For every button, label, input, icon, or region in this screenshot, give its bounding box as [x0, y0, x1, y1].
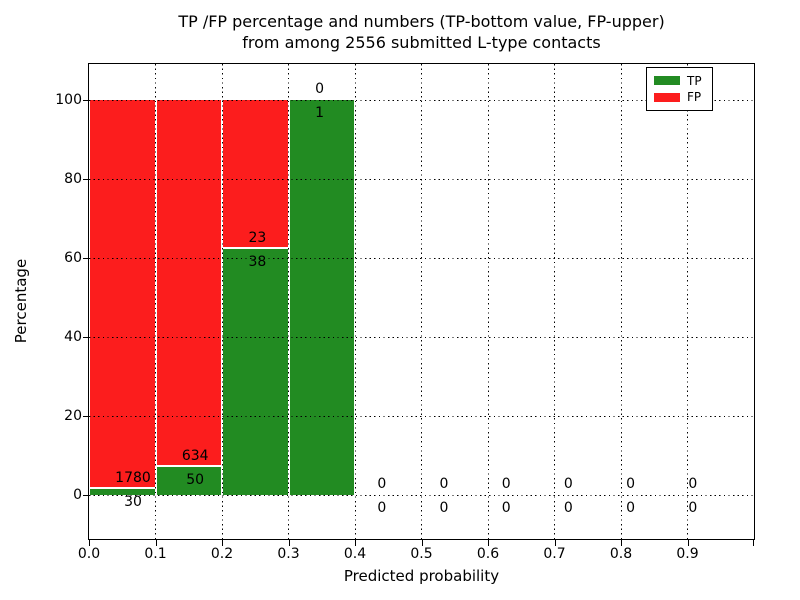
- tp-count-label: 50: [186, 471, 205, 488]
- fp-count-label: 0: [439, 476, 449, 493]
- x-tick-mark: [155, 540, 157, 546]
- tp-count-label: 30: [124, 493, 142, 510]
- horizontal-gridline: [89, 416, 754, 418]
- horizontal-gridline: [89, 99, 754, 101]
- x-tick-mark: [222, 540, 223, 546]
- vertical-gridline: [155, 64, 156, 539]
- x-tick-label: 0.6: [476, 546, 500, 562]
- fp-count-label: 0: [315, 80, 325, 97]
- horizontal-gridline: [89, 178, 754, 180]
- vertical-gridline: [687, 64, 688, 539]
- x-tick-label: 0.4: [343, 546, 367, 562]
- fp-legend-label: FP: [687, 90, 702, 105]
- fp-count-label: 0: [501, 476, 511, 493]
- fp-bar-segment: [223, 99, 288, 247]
- chart-title-line1: TP /FP percentage and numbers (TP-bottom…: [178, 12, 665, 31]
- y-tick-label: 40: [64, 329, 82, 346]
- y-tick-mark: [83, 99, 88, 101]
- y-tick-label: 20: [64, 408, 82, 425]
- x-tick-label: 0.1: [144, 546, 167, 562]
- vertical-gridline: [421, 64, 422, 539]
- chart-title: TP /FP percentage and numbers (TP-bottom…: [88, 11, 755, 53]
- x-tick-label: 0.7: [543, 546, 566, 562]
- x-tick-mark: [554, 540, 556, 546]
- x-tick-label: 0.3: [277, 546, 300, 562]
- chart-title-line2: from among 2556 submitted L-type contact…: [242, 33, 601, 52]
- tp-count-label: 38: [248, 253, 267, 270]
- x-tick-mark: [621, 540, 622, 546]
- fp-count-label: 0: [563, 476, 573, 493]
- y-tick-mark: [83, 178, 88, 180]
- vertical-gridline: [554, 64, 555, 539]
- x-axis-label: Predicted probability: [343, 567, 500, 585]
- x-tick-mark: [355, 540, 356, 546]
- fp-count-label: 0: [688, 476, 698, 493]
- fp-count-label: 634: [181, 447, 209, 464]
- x-tick-mark: [488, 540, 489, 546]
- y-tick-mark: [83, 495, 88, 497]
- legend: TP FP: [646, 67, 713, 111]
- legend-item-fp: FP: [654, 91, 712, 103]
- x-tick-label: 0.2: [210, 546, 234, 562]
- vertical-gridline: [487, 64, 489, 539]
- x-tick-mark: [288, 540, 290, 546]
- fp-bar-segment: [90, 99, 155, 487]
- x-tick-mark: [753, 540, 754, 546]
- tp-bar-segment: [90, 488, 155, 496]
- vertical-gridline: [354, 64, 356, 539]
- tp-legend-swatch: [654, 76, 680, 86]
- vertical-gridline: [221, 64, 223, 539]
- fp-count-label: 0: [626, 476, 636, 493]
- vertical-gridline: [288, 64, 289, 539]
- tp-count-label: 0: [563, 500, 573, 517]
- y-tick-mark: [83, 337, 88, 339]
- tp-count-label: 0: [626, 500, 636, 517]
- fp-legend-swatch: [654, 92, 680, 102]
- tp-count-label: 1: [315, 104, 325, 121]
- tp-count-label: 0: [439, 500, 449, 517]
- y-tick-mark: [83, 257, 88, 259]
- tp-bar-segment: [156, 466, 221, 496]
- tp-count-label: 0: [501, 500, 511, 517]
- vertical-gridline: [620, 64, 622, 539]
- y-tick-mark: [83, 416, 88, 418]
- x-tick-label: 0.0: [77, 546, 101, 562]
- y-tick-label: 0: [73, 487, 82, 504]
- fp-count-label: 0: [377, 476, 387, 493]
- fp-bar-segment: [156, 99, 221, 465]
- y-tick-label: 80: [64, 170, 82, 187]
- x-tick-label: 0.9: [676, 546, 699, 562]
- y-tick-label: 100: [55, 91, 82, 108]
- x-tick-label: 0.8: [609, 546, 633, 562]
- plot-area: 1780 30 634 50 23 38 0 1 0 0 0 0 0 0 0 0 0 0 0 0: [88, 63, 755, 540]
- tp-count-label: 0: [377, 500, 387, 517]
- x-tick-mark: [687, 540, 689, 546]
- x-tick-mark: [89, 540, 90, 546]
- fp-count-label: 1780: [115, 469, 151, 486]
- tp-bar-segment: [289, 99, 354, 496]
- legend-item-tp: TP: [654, 75, 712, 87]
- y-tick-label: 60: [64, 249, 82, 266]
- tp-count-label: 0: [688, 500, 698, 517]
- tp-legend-label: TP: [687, 73, 702, 88]
- fp-count-label: 23: [248, 229, 267, 246]
- horizontal-gridline: [89, 257, 754, 259]
- horizontal-gridline: [89, 337, 754, 339]
- horizontal-gridline: [89, 495, 754, 497]
- x-tick-mark: [421, 540, 423, 546]
- x-tick-label: 0.5: [410, 546, 433, 562]
- y-axis-label: Percentage: [12, 258, 30, 344]
- tp-bar-segment: [223, 248, 288, 496]
